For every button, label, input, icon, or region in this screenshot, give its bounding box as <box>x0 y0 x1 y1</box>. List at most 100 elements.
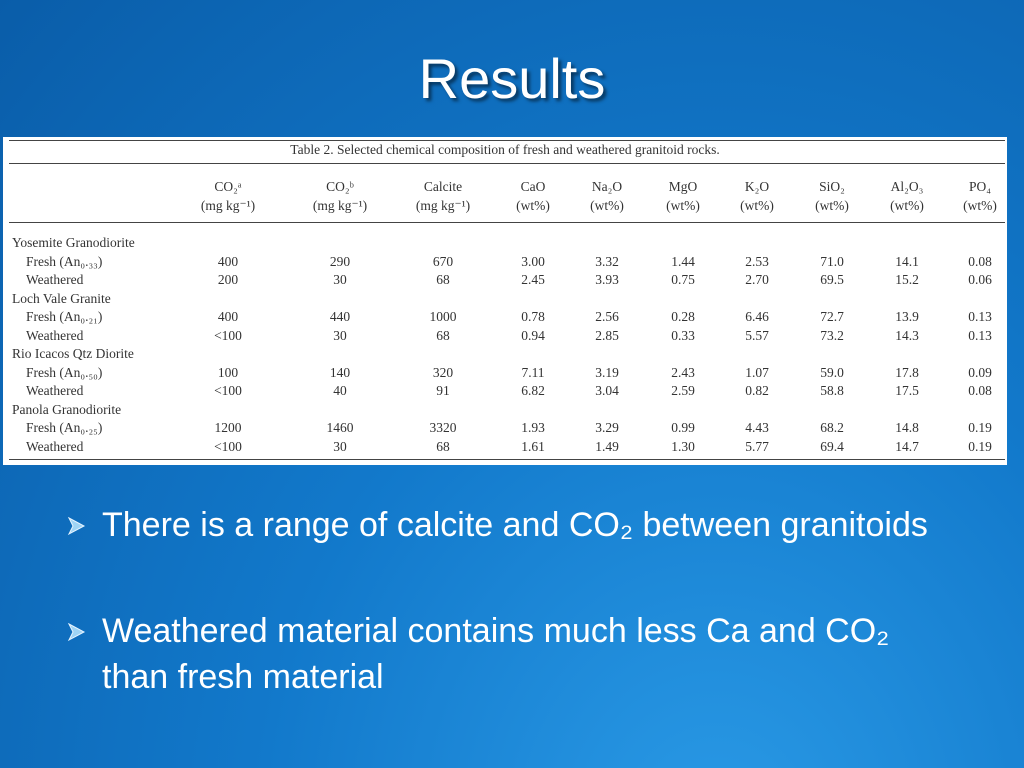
bullet-text: There is a range of calcite and CO₂ betw… <box>102 506 928 544</box>
rule <box>9 140 1005 141</box>
table-caption: Table 2. Selected chemical composition o… <box>290 142 720 157</box>
row-label: Weathered <box>26 272 84 288</box>
column-header: K₂O <box>744 179 770 194</box>
table-cell: 290 <box>329 253 351 269</box>
group-label: Panola Granodiorite <box>12 401 122 417</box>
table-cell: 2.59 <box>671 383 695 399</box>
column-unit: (mg kg⁻¹) <box>415 198 471 213</box>
table-cell: 5.77 <box>745 438 769 454</box>
column-header: CO₂ᵇ <box>326 179 354 194</box>
column-unit: (wt%) <box>890 198 924 213</box>
group-label: Rio Icacos Qtz Diorite <box>12 346 134 361</box>
column-unit: (wt%) <box>740 198 774 213</box>
table-cell: 14.8 <box>895 420 919 436</box>
row-label: Weathered <box>26 383 84 399</box>
table: Table 2. Selected chemical composition o… <box>3 137 1007 465</box>
bullet-marker <box>67 622 86 642</box>
row-label: Fresh (An₀.₂₅) <box>26 420 103 436</box>
column-header: SiO₂ <box>819 179 845 194</box>
table-cell: 400 <box>217 253 239 269</box>
table-cell: 15.2 <box>895 272 919 288</box>
table-cell: 91 <box>436 383 450 399</box>
table-cell: <100 <box>214 327 242 343</box>
table-cell: 0.13 <box>968 309 992 325</box>
table-cell: 0.82 <box>745 383 769 399</box>
group-label: Yosemite Granodiorite <box>12 235 135 250</box>
column-header: MgO <box>668 179 698 194</box>
column-header: CaO <box>520 179 546 194</box>
table-cell: 69.5 <box>820 272 844 288</box>
column-header: Al₂O₃ <box>890 179 924 194</box>
table-cell: 440 <box>329 309 351 325</box>
bullet-marker <box>67 516 86 536</box>
table-cell: 1.07 <box>745 364 769 380</box>
table-cell: 0.94 <box>521 327 545 343</box>
table-cell: 0.09 <box>968 364 992 380</box>
table-cell: 1.49 <box>595 438 619 454</box>
table-cell: 2.85 <box>595 327 619 343</box>
row-label: Weathered <box>26 327 84 343</box>
table-cell: 100 <box>217 364 239 380</box>
table-cell: 3.04 <box>595 383 619 399</box>
table-cell: 14.7 <box>895 438 919 454</box>
table-cell: 1.30 <box>671 438 695 454</box>
table-cell: 68.2 <box>820 420 844 436</box>
table-cell: 2.53 <box>745 253 769 269</box>
table-cell: 3.32 <box>595 253 619 269</box>
table-cell: 1.93 <box>521 420 545 436</box>
group-label: Loch Vale Granite <box>12 290 111 306</box>
table-cell: 71.0 <box>820 253 844 269</box>
table-cell: 0.19 <box>968 438 992 454</box>
table-cell: 3.00 <box>521 253 545 269</box>
table-cell: 2.45 <box>521 272 545 288</box>
row-label: Fresh (An₀.₂₁) <box>26 309 103 325</box>
column-unit: (wt%) <box>963 198 997 213</box>
table-cell: 13.9 <box>895 309 919 325</box>
table-cell: 0.06 <box>968 272 992 288</box>
table-cell: 1.44 <box>671 253 695 269</box>
table-cell: 670 <box>432 253 454 269</box>
table-cell: 30 <box>333 327 347 343</box>
column-unit: (wt%) <box>666 198 700 213</box>
table-cell: 320 <box>432 364 454 380</box>
column-header: PO₄ <box>969 179 991 194</box>
table-cell: 30 <box>333 272 347 288</box>
table-cell: 7.11 <box>521 364 545 380</box>
table-cell: 1000 <box>429 309 457 325</box>
table-cell: 3.19 <box>595 364 619 380</box>
rule <box>9 163 1005 164</box>
row-label: Fresh (An₀.₅₀) <box>26 364 103 380</box>
table-cell: 68 <box>436 272 450 288</box>
table-cell: 14.3 <box>895 327 919 343</box>
column-unit: (wt%) <box>516 198 550 213</box>
table-cell: 400 <box>217 309 239 325</box>
column-header: CO₂ᵃ <box>214 179 242 194</box>
table-cell: 140 <box>329 364 351 380</box>
column-header: Calcite <box>423 179 463 194</box>
rule <box>9 222 1005 223</box>
table-cell: 14.1 <box>895 253 919 269</box>
table-cell: 5.57 <box>745 327 769 343</box>
table-cell: 0.13 <box>968 327 992 343</box>
table-cell: 0.75 <box>671 272 695 288</box>
table-cell: 17.5 <box>895 383 919 399</box>
table-cell: 68 <box>436 327 450 343</box>
table-cell: 1.61 <box>521 438 545 454</box>
table-cell: 2.43 <box>671 364 695 380</box>
table-cell: 2.70 <box>745 272 769 288</box>
rule <box>9 459 1005 460</box>
table-cell: 3.93 <box>595 272 619 288</box>
table-cell: 3320 <box>429 420 457 436</box>
column-unit: (mg kg⁻¹) <box>312 198 368 213</box>
table-cell: 2.56 <box>595 309 619 325</box>
table-cell: 200 <box>217 272 239 288</box>
table-cell: 0.28 <box>671 309 695 325</box>
table-cell: 30 <box>333 438 347 454</box>
table-cell: 0.08 <box>968 383 992 399</box>
table-cell: 59.0 <box>820 364 844 380</box>
table-cell: <100 <box>214 438 242 454</box>
table-cell: 68 <box>436 438 450 454</box>
table-cell: 0.33 <box>671 327 695 343</box>
table-cell: 17.8 <box>895 364 919 380</box>
